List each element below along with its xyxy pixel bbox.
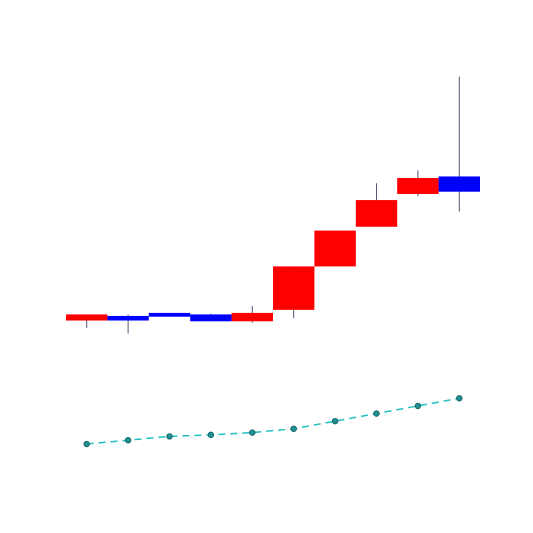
trend-point-6 bbox=[290, 425, 297, 432]
candle-5 bbox=[231, 306, 273, 323]
candle-body bbox=[66, 314, 108, 321]
candle-9 bbox=[397, 170, 439, 197]
candle-8 bbox=[355, 183, 398, 227]
trend-point-9 bbox=[414, 402, 422, 410]
trend-point-10 bbox=[456, 395, 463, 402]
candle-body bbox=[397, 177, 439, 194]
candle-body bbox=[107, 315, 149, 321]
candle-1 bbox=[66, 314, 108, 329]
candle-body bbox=[148, 312, 191, 317]
trend-point-8 bbox=[373, 410, 380, 417]
candle-2 bbox=[107, 314, 149, 334]
candle-body bbox=[438, 176, 480, 192]
candle-body bbox=[355, 200, 398, 227]
trend-point-1 bbox=[83, 440, 90, 448]
trend-point-4 bbox=[207, 431, 215, 439]
candle-3 bbox=[148, 312, 191, 317]
candle-7 bbox=[314, 230, 356, 267]
trend-point-5 bbox=[249, 429, 256, 436]
candles-layer bbox=[66, 76, 480, 334]
candle-10 bbox=[438, 76, 480, 212]
candle-4 bbox=[190, 313, 232, 322]
trend-point-7 bbox=[331, 417, 339, 425]
trend-line-layer bbox=[83, 395, 463, 448]
candle-body bbox=[231, 312, 273, 322]
candle-body bbox=[273, 266, 315, 310]
trend-point-2 bbox=[124, 437, 132, 444]
trend-point-3 bbox=[166, 433, 173, 440]
candle-6 bbox=[273, 266, 315, 319]
candle-body bbox=[190, 314, 232, 322]
trend-line bbox=[86, 397, 460, 445]
candle-body bbox=[314, 230, 356, 267]
